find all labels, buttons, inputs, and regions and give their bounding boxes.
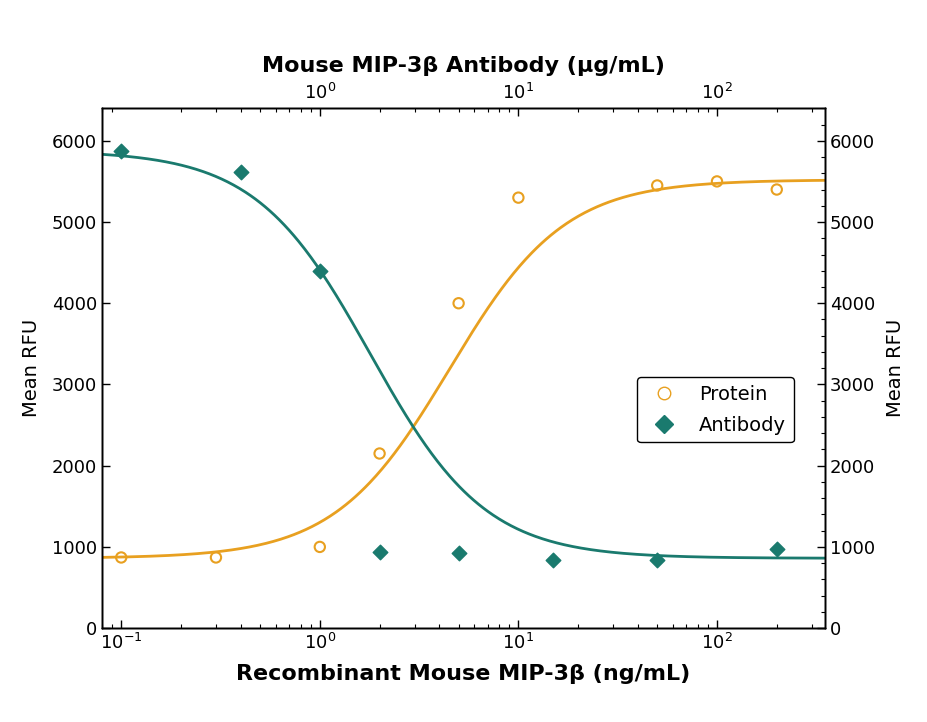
Point xyxy=(650,180,665,191)
Point xyxy=(451,547,466,559)
Y-axis label: Mean RFU: Mean RFU xyxy=(21,319,41,417)
Point xyxy=(114,552,129,563)
Point xyxy=(650,554,665,566)
Point xyxy=(709,175,724,187)
Point xyxy=(312,265,327,277)
Point xyxy=(769,184,784,196)
Point xyxy=(114,144,129,157)
Point xyxy=(372,448,387,459)
Point xyxy=(312,542,327,553)
Point xyxy=(451,297,466,309)
Point xyxy=(209,552,223,563)
Point xyxy=(769,544,784,555)
Point xyxy=(234,166,248,178)
Point xyxy=(546,554,561,566)
Point xyxy=(372,546,387,557)
Legend: Protein, Antibody: Protein, Antibody xyxy=(637,377,794,443)
Point xyxy=(511,192,526,204)
X-axis label: Mouse MIP-3β Antibody (μg/mL): Mouse MIP-3β Antibody (μg/mL) xyxy=(262,56,665,77)
Y-axis label: Mean RFU: Mean RFU xyxy=(886,319,906,417)
X-axis label: Recombinant Mouse MIP-3β (ng/mL): Recombinant Mouse MIP-3β (ng/mL) xyxy=(236,664,691,684)
